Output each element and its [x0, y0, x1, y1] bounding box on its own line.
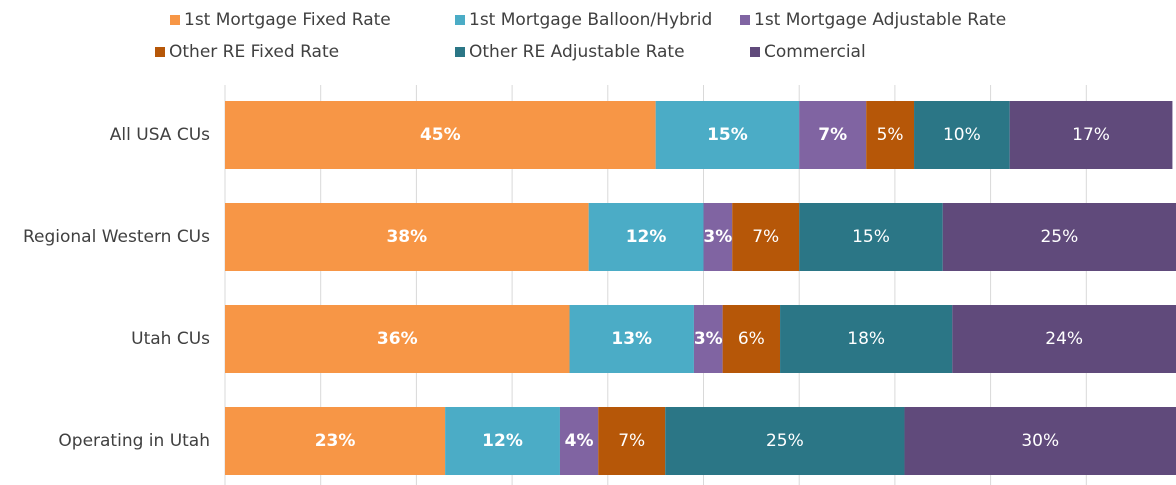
bar-segment	[914, 101, 1010, 169]
bar-segment	[780, 305, 953, 373]
bar-segment	[732, 203, 800, 271]
y-tick-label: Utah CUs	[131, 329, 210, 349]
data-label: 7%	[752, 227, 779, 247]
data-label: 12%	[482, 431, 523, 451]
bar-segment	[559, 407, 599, 475]
legend-label: Other RE Fixed Rate	[169, 42, 339, 62]
bar-segment	[655, 101, 800, 169]
bar-segment	[799, 203, 943, 271]
bar-segment	[799, 101, 867, 169]
data-label: 30%	[1021, 431, 1059, 451]
data-label: 5%	[877, 125, 904, 145]
bar-segment	[722, 305, 781, 373]
y-tick-label: Operating in Utah	[58, 431, 210, 451]
bar-segment	[445, 407, 560, 475]
data-label: 3%	[703, 227, 732, 247]
data-label: 36%	[377, 329, 418, 349]
legend-swatch	[170, 15, 180, 25]
bar-segment	[598, 407, 666, 475]
bar-segment	[225, 305, 570, 373]
data-label: 13%	[611, 329, 652, 349]
bar-segment	[1009, 101, 1173, 169]
bar-segment	[225, 407, 446, 475]
legend-label: Commercial	[764, 42, 866, 62]
data-label: 38%	[386, 227, 427, 247]
data-label: 15%	[707, 125, 748, 145]
bar-segment	[588, 203, 704, 271]
data-label: 3%	[694, 329, 723, 349]
bar-segment	[225, 101, 656, 169]
data-label: 18%	[847, 329, 885, 349]
bar-segment	[952, 305, 1176, 373]
bar-segment	[569, 305, 694, 373]
data-label: 6%	[738, 329, 765, 349]
data-label: 12%	[626, 227, 667, 247]
bar-segment	[665, 407, 905, 475]
data-label: 7%	[818, 125, 847, 145]
data-label: 45%	[420, 125, 461, 145]
data-label: 25%	[766, 431, 804, 451]
data-label: 10%	[943, 125, 981, 145]
legend-label: 1st Mortgage Balloon/Hybrid	[469, 10, 712, 30]
y-tick-label: All USA CUs	[110, 125, 210, 145]
y-tick-label: Regional Western CUs	[23, 227, 210, 247]
legend-swatch	[750, 47, 760, 57]
bar-segment	[693, 305, 723, 373]
bar-segment	[225, 203, 589, 271]
legend-label: 1st Mortgage Adjustable Rate	[754, 10, 1006, 30]
bar-segment	[904, 407, 1176, 475]
data-label: 17%	[1072, 125, 1110, 145]
bar-segment	[942, 203, 1176, 271]
data-label: 24%	[1045, 329, 1083, 349]
legend-swatch	[155, 47, 165, 57]
data-label: 15%	[852, 227, 890, 247]
bar-segment	[703, 203, 733, 271]
data-label: 25%	[1040, 227, 1078, 247]
legend-swatch	[455, 15, 465, 25]
bar-segment	[866, 101, 915, 169]
legend-swatch	[740, 15, 750, 25]
legend-label: 1st Mortgage Fixed Rate	[184, 10, 391, 30]
data-label: 23%	[315, 431, 356, 451]
data-label: 7%	[618, 431, 645, 451]
legend-swatch	[455, 47, 465, 57]
legend-label: Other RE Adjustable Rate	[469, 42, 685, 62]
data-label: 4%	[565, 431, 594, 451]
